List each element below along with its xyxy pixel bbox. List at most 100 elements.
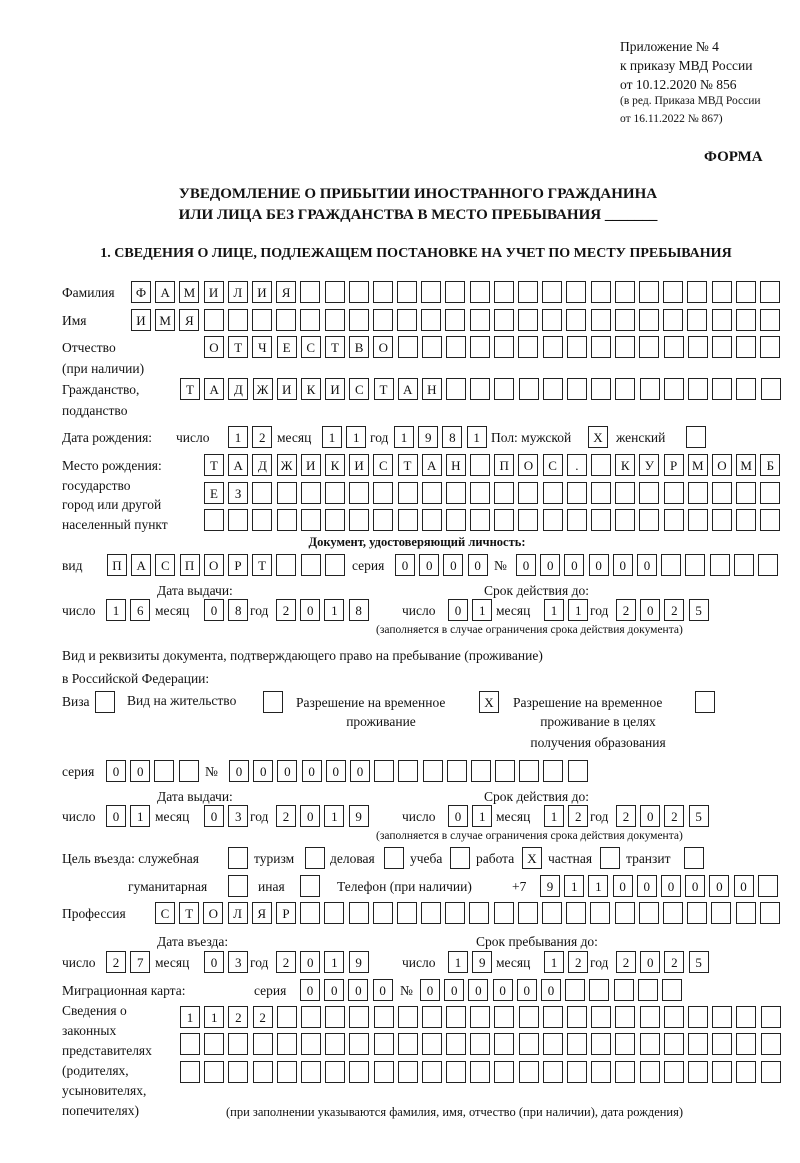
char-box[interactable] (566, 336, 587, 358)
char-box[interactable]: 2 (276, 599, 296, 621)
char-box[interactable] (252, 1033, 273, 1055)
char-box[interactable] (600, 847, 620, 869)
char-box[interactable]: 1 (564, 875, 585, 897)
char-box[interactable] (542, 1061, 563, 1083)
char-box[interactable]: 1 (346, 426, 367, 448)
char-box[interactable]: У (639, 454, 660, 476)
char-box[interactable]: А (397, 378, 418, 400)
char-box[interactable] (251, 309, 272, 331)
char-box[interactable] (615, 378, 636, 400)
char-box[interactable] (445, 509, 466, 531)
char-box[interactable] (384, 847, 404, 869)
char-box[interactable]: З (228, 482, 249, 504)
char-box[interactable] (566, 482, 587, 504)
char-box[interactable] (494, 336, 515, 358)
char-box[interactable]: 6 (130, 599, 151, 621)
char-box[interactable]: Р (275, 902, 296, 924)
char-box[interactable] (736, 482, 757, 504)
char-box[interactable] (639, 1061, 660, 1083)
char-box[interactable] (637, 979, 658, 1001)
char-box[interactable] (397, 336, 418, 358)
char-box[interactable] (373, 1061, 394, 1083)
char-box[interactable]: И (203, 281, 224, 303)
char-box[interactable]: Т (252, 554, 273, 576)
char-box[interactable] (614, 309, 635, 331)
char-box[interactable] (276, 1061, 297, 1083)
char-box[interactable] (735, 281, 756, 303)
char-box[interactable]: 9 (348, 805, 369, 827)
char-box[interactable]: О (518, 454, 539, 476)
char-box[interactable] (542, 482, 563, 504)
char-box[interactable]: Р (227, 554, 248, 576)
char-box[interactable] (470, 482, 491, 504)
char-box[interactable] (397, 1006, 418, 1028)
char-box[interactable]: 1 (204, 1006, 225, 1028)
char-box[interactable] (712, 1033, 733, 1055)
char-box[interactable]: 0 (444, 979, 465, 1001)
char-box[interactable] (567, 760, 588, 782)
char-box[interactable]: 0 (301, 760, 322, 782)
char-box[interactable] (712, 378, 733, 400)
char-box[interactable] (305, 847, 325, 869)
char-box[interactable] (396, 902, 417, 924)
char-box[interactable] (639, 378, 660, 400)
char-box[interactable]: К (615, 454, 636, 476)
char-box[interactable]: С (542, 454, 563, 476)
char-box[interactable] (661, 554, 682, 576)
char-box[interactable]: Д (228, 378, 249, 400)
birthplace-field[interactable] (204, 509, 781, 531)
char-box[interactable] (663, 1006, 684, 1028)
char-box[interactable] (567, 378, 587, 400)
char-box[interactable]: 0 (130, 760, 151, 782)
char-box[interactable] (228, 1033, 249, 1055)
char-box[interactable]: О (204, 336, 224, 358)
char-box[interactable] (300, 1061, 321, 1083)
char-box[interactable] (759, 309, 780, 331)
char-box[interactable] (373, 1033, 394, 1055)
char-box[interactable]: И (251, 281, 272, 303)
char-box[interactable]: С (373, 454, 394, 476)
char-box[interactable] (493, 309, 514, 331)
char-box[interactable]: М (687, 454, 708, 476)
char-box[interactable] (760, 1033, 781, 1055)
char-box[interactable]: 2 (276, 951, 296, 973)
char-box[interactable] (518, 1006, 539, 1028)
char-box[interactable] (736, 378, 757, 400)
char-box[interactable]: X (479, 691, 499, 713)
char-box[interactable] (566, 309, 587, 331)
char-box[interactable] (445, 902, 466, 924)
char-box[interactable]: 0 (540, 554, 561, 576)
char-box[interactable] (470, 1061, 491, 1083)
char-box[interactable]: 0 (540, 979, 561, 1001)
char-box[interactable] (615, 336, 636, 358)
char-box[interactable] (227, 309, 248, 331)
char-box[interactable] (276, 509, 297, 531)
char-box[interactable] (204, 1061, 225, 1083)
char-box[interactable] (300, 554, 321, 576)
char-box[interactable]: 0 (348, 979, 369, 1001)
char-box[interactable]: О (203, 902, 224, 924)
char-box[interactable] (374, 760, 395, 782)
char-box[interactable] (663, 281, 684, 303)
char-box[interactable] (300, 309, 321, 331)
char-box[interactable] (760, 1061, 781, 1083)
char-box[interactable] (760, 482, 781, 504)
char-box[interactable] (663, 1061, 684, 1083)
char-box[interactable] (446, 1033, 467, 1055)
char-box[interactable] (154, 760, 175, 782)
char-box[interactable] (348, 902, 369, 924)
char-box[interactable] (760, 336, 781, 358)
char-box[interactable]: Т (373, 378, 394, 400)
char-box[interactable] (519, 760, 540, 782)
char-box[interactable] (615, 1033, 636, 1055)
purpose-business-checkbox[interactable] (384, 847, 404, 869)
char-box[interactable]: В (349, 336, 370, 358)
